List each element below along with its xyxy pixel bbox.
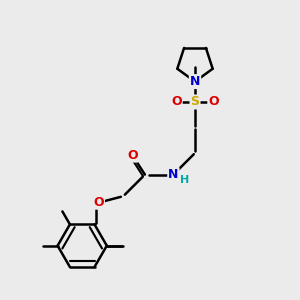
- Text: O: O: [171, 95, 182, 109]
- Text: O: O: [208, 95, 219, 109]
- Text: H: H: [180, 175, 189, 185]
- Text: O: O: [127, 148, 138, 162]
- Text: N: N: [190, 75, 200, 88]
- Text: N: N: [168, 168, 178, 181]
- Text: O: O: [93, 196, 104, 209]
- Text: S: S: [190, 95, 200, 109]
